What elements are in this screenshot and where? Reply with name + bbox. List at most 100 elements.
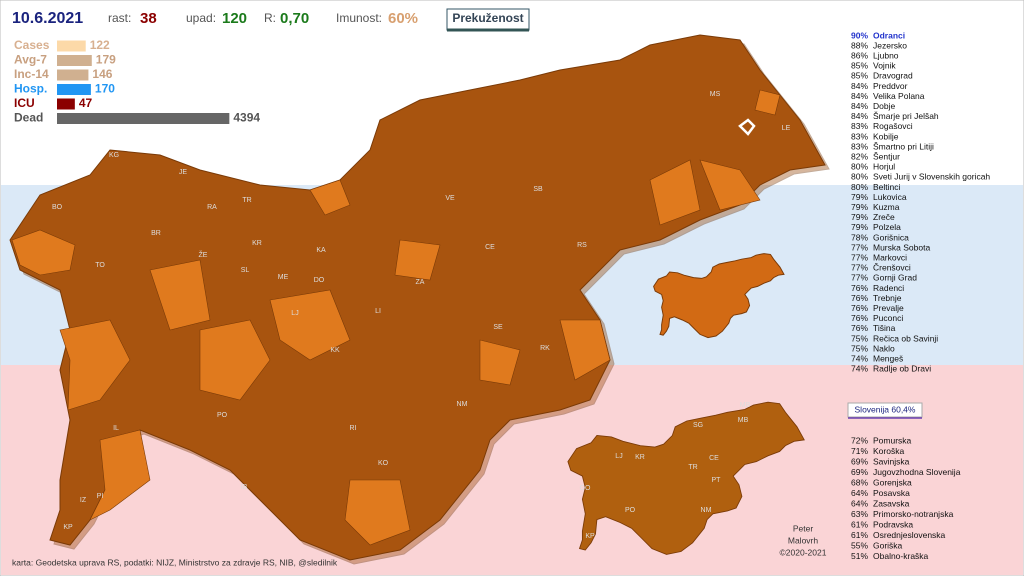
region: Koroška <box>873 446 904 456</box>
map-label: DO <box>314 277 325 284</box>
stat-value: 122 <box>90 38 110 52</box>
stat-value: 4394 <box>233 111 260 125</box>
percent: 84% <box>851 91 868 101</box>
map-label: RK <box>540 345 550 352</box>
percent: 80% <box>851 172 868 182</box>
stats: Cases 122 Avg-7 179 Inc-14 146 Hosp. 170 ICU 47 De… <box>14 38 260 125</box>
stat-value: 0,70 <box>280 10 309 27</box>
region: Primorsko-notranjska <box>873 509 954 519</box>
toggle[interactable]: Prekuženost <box>446 8 530 32</box>
percent: 76% <box>851 313 868 323</box>
municipality: Gornji Grad <box>873 273 917 283</box>
map-label: GO <box>580 485 591 492</box>
map-label: TO <box>95 262 105 269</box>
municipality: Tišina <box>873 323 896 333</box>
map-label: VE <box>445 195 455 202</box>
map-label: IL <box>113 425 119 432</box>
stat-bar <box>57 69 89 81</box>
map-label: KR <box>252 240 262 247</box>
map-label: TR <box>242 197 251 204</box>
stat-label: Imunost: <box>336 11 382 25</box>
map-label: ZA <box>416 279 425 286</box>
percent: 75% <box>851 343 868 353</box>
municipality: Naklo <box>873 343 895 353</box>
percent: 77% <box>851 273 868 283</box>
municipality: Horjul <box>873 162 895 172</box>
stat-label: Hosp. <box>14 82 47 96</box>
region: Pomurska <box>873 435 912 445</box>
author: Malovrh <box>788 535 819 545</box>
percent: 84% <box>851 101 868 111</box>
stat-label: upad: <box>186 11 216 25</box>
municipality: Puconci <box>873 313 903 323</box>
credit: karta: Geodetska uprava RS, podatki: NIJ… <box>12 557 338 567</box>
stat-bar <box>57 84 91 95</box>
stat-bar <box>57 40 86 52</box>
percent: 76% <box>851 293 868 303</box>
percent: 80% <box>851 182 868 192</box>
stat-value: 146 <box>92 67 112 81</box>
map-label: SL <box>241 267 250 274</box>
municipality: Zreče <box>873 212 895 222</box>
percent: 72% <box>851 435 868 445</box>
municipality: Beltinci <box>873 182 901 192</box>
map-label: LJ <box>291 310 298 317</box>
map-label: LI <box>375 308 381 315</box>
stat-value: 47 <box>79 96 93 110</box>
percent: 69% <box>851 467 868 477</box>
percent: 55% <box>851 540 868 550</box>
national-box <box>847 402 923 418</box>
stat-label: Dead <box>14 111 43 125</box>
region: Osrednjeslovenska <box>873 530 946 540</box>
map-label: KA <box>316 247 326 254</box>
region: Posavska <box>873 488 910 498</box>
national: Slovenija 60,4% <box>855 404 916 414</box>
map-label: NM <box>457 401 468 408</box>
author: ©2020-2021 <box>780 547 827 557</box>
percent: 79% <box>851 212 868 222</box>
region: Gorenjska <box>873 477 912 487</box>
region: Goriška <box>873 540 903 550</box>
map-label: RA <box>207 204 217 211</box>
percent: 64% <box>851 488 868 498</box>
date: 10.6.2021 <box>12 10 83 27</box>
region: Podravska <box>873 519 913 529</box>
region: Obalno-kraška <box>873 551 929 561</box>
percent: 83% <box>851 131 868 141</box>
percent: 74% <box>851 353 868 363</box>
municipality: Trebnje <box>873 293 902 303</box>
author: Peter <box>793 523 813 533</box>
map-label: ME <box>278 274 289 281</box>
map-label: CE <box>485 244 495 251</box>
stat-label: ICU <box>14 96 35 110</box>
municipality: Prevalje <box>873 303 904 313</box>
button[interactable]: Prekuženost <box>452 11 523 25</box>
percent: 84% <box>851 81 868 91</box>
map-label: KO <box>378 460 389 467</box>
percent: 76% <box>851 283 868 293</box>
municipality: Črenšovci <box>873 263 911 273</box>
percent: 69% <box>851 456 868 466</box>
municipality: Šmarje pri Jelšah <box>873 111 939 121</box>
municipality: Sveti Jurij v Slovenskih goricah <box>873 172 990 182</box>
municipality: Dravograd <box>873 71 913 81</box>
municipality: Markovci <box>873 252 907 262</box>
municipality: Radlje ob Dravi <box>873 364 931 374</box>
stat-value: 170 <box>95 82 115 96</box>
percent: 80% <box>851 162 868 172</box>
map-label: MS <box>710 91 721 98</box>
percent: 77% <box>851 263 868 273</box>
map-label: RS <box>577 242 587 249</box>
map-label: PI <box>97 493 104 500</box>
map-label: ŽE <box>199 250 208 259</box>
header: 10.6.2021 rast: 38 upad: 120 R: 0,70 Imunost: 6… <box>12 10 418 27</box>
map-label: RI <box>350 425 357 432</box>
municipality: Lukovica <box>873 192 907 202</box>
municipality: Rečica ob Savinji <box>873 333 938 343</box>
percent: 77% <box>851 252 868 262</box>
percent: 75% <box>851 333 868 343</box>
municipality: Vojnik <box>873 61 896 71</box>
map-label: IZ <box>80 497 87 504</box>
percent: 74% <box>851 364 868 374</box>
